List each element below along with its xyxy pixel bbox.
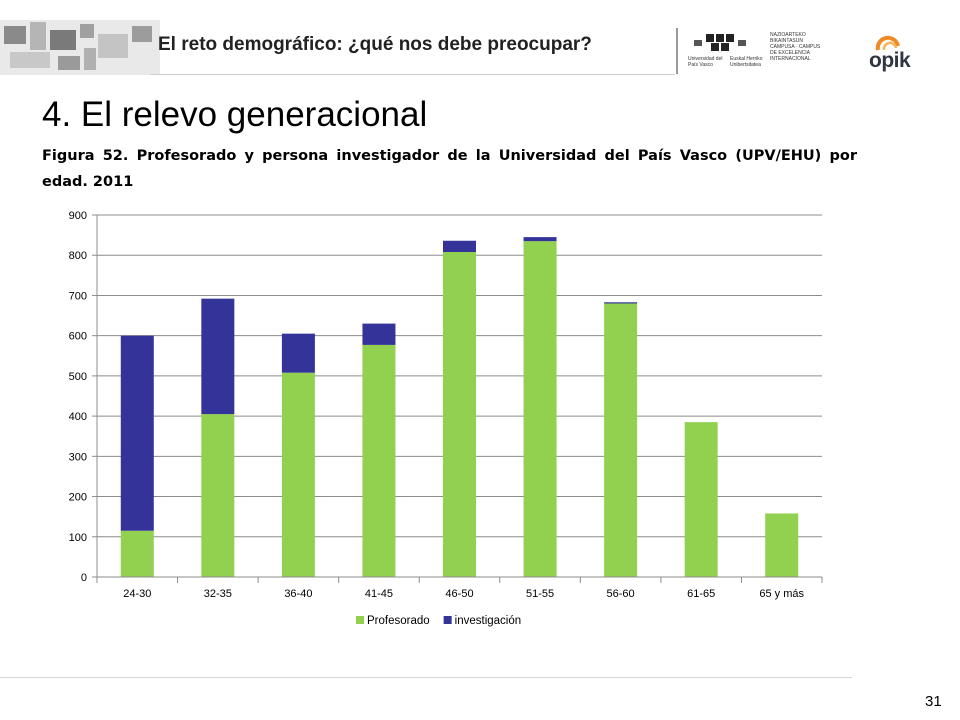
bar-investigaci-n (201, 298, 235, 415)
chart-bars (120, 237, 799, 577)
legend-swatch (356, 616, 364, 624)
x-tick-label: 32-35 (204, 588, 232, 600)
bar-investigaci-n (443, 240, 476, 253)
bar-profesorado (443, 252, 476, 577)
x-tick-label: 46-50 (445, 588, 473, 600)
header-rule (150, 74, 675, 75)
bar-investigaci-n (362, 323, 396, 345)
figure-caption: Figura 52. Profesorado y persona investi… (42, 148, 857, 190)
y-tick-label: 900 (69, 210, 87, 222)
legend-label: Profesorado (367, 615, 430, 627)
legend-label: investigación (455, 615, 521, 627)
bar-profesorado (362, 344, 396, 577)
bar-profesorado (120, 530, 154, 577)
header-decoration (0, 20, 160, 75)
bar-investigaci-n (604, 302, 638, 304)
chart-axes: 0 100 200 300 400 500 600 700 800 900 24-30 32-35 36… (69, 210, 823, 600)
header-title: El reto demográfico: ¿qué nos debe preoc… (158, 34, 592, 55)
section-title: 4. El relevo generacional (42, 95, 428, 134)
opik-swirl-icon (875, 35, 900, 51)
y-tick-label: 400 (69, 411, 87, 423)
campus-logo-text: NAZIOARTEKO BIKAINTASUN CAMPUSA · CAMPUS… (770, 32, 821, 62)
x-tick-label: 56-60 (607, 588, 635, 600)
x-tick-label: 51-55 (526, 588, 554, 600)
y-tick-label: 600 (69, 331, 87, 343)
bar-profesorado (201, 414, 235, 577)
x-tick-label: 65 y más (759, 588, 804, 600)
header-band: El reto demográfico: ¿qué nos debe preoc… (0, 0, 960, 75)
y-tick-label: 0 (81, 572, 87, 584)
bar-profesorado (604, 303, 638, 577)
x-tick-label: 24-30 (123, 588, 151, 600)
chart-legend: Profesorado investigación (356, 615, 521, 627)
page-number: 31 (925, 693, 942, 710)
legend-swatch (443, 616, 452, 624)
header-divider (676, 28, 678, 74)
y-tick-label: 800 (69, 250, 87, 262)
y-tick-label: 500 (69, 371, 87, 383)
bar-investigaci-n (281, 333, 315, 373)
x-tick-label: 61-65 (687, 588, 715, 600)
x-tick-label: 41-45 (365, 588, 393, 600)
upv-ehu-logo: Universidad del País Vasco Euskal Herrik… (688, 30, 838, 72)
bar-profesorado (765, 513, 799, 577)
upv-logo-text-eu: Euskal Herriko Unibertsitatea (730, 56, 763, 68)
y-tick-label: 200 (69, 492, 87, 504)
y-tick-label: 700 (69, 290, 87, 302)
footer-rule (0, 677, 852, 678)
upv-emblem-icon (694, 34, 746, 51)
opik-logo: opik (868, 34, 914, 74)
bar-profesorado (523, 241, 557, 577)
y-tick-label: 300 (69, 451, 87, 463)
opik-wordmark: opik (869, 49, 911, 72)
x-tick-label: 36-40 (284, 588, 312, 600)
bar-investigaci-n (120, 335, 154, 531)
bar-investigaci-n (523, 237, 557, 242)
upv-logo-text-es: Universidad del País Vasco (688, 56, 723, 68)
bar-profesorado (684, 422, 718, 577)
y-tick-label: 100 (69, 532, 87, 544)
bar-profesorado (281, 372, 315, 577)
